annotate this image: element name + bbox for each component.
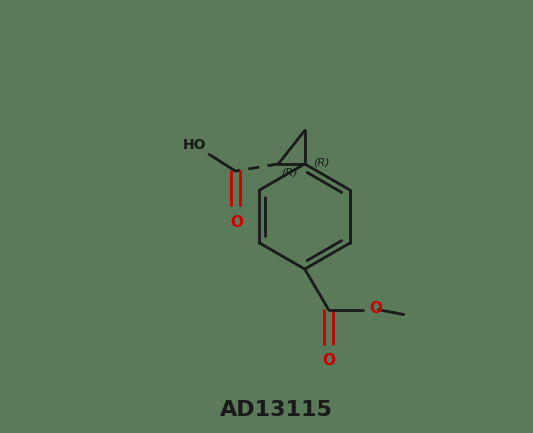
Text: O: O [322, 353, 335, 368]
Text: HO: HO [183, 138, 207, 152]
Text: AD13115: AD13115 [220, 400, 333, 420]
Text: O: O [230, 215, 243, 230]
Text: O: O [369, 301, 382, 316]
Text: (R): (R) [313, 158, 330, 168]
Text: (R): (R) [281, 168, 297, 178]
